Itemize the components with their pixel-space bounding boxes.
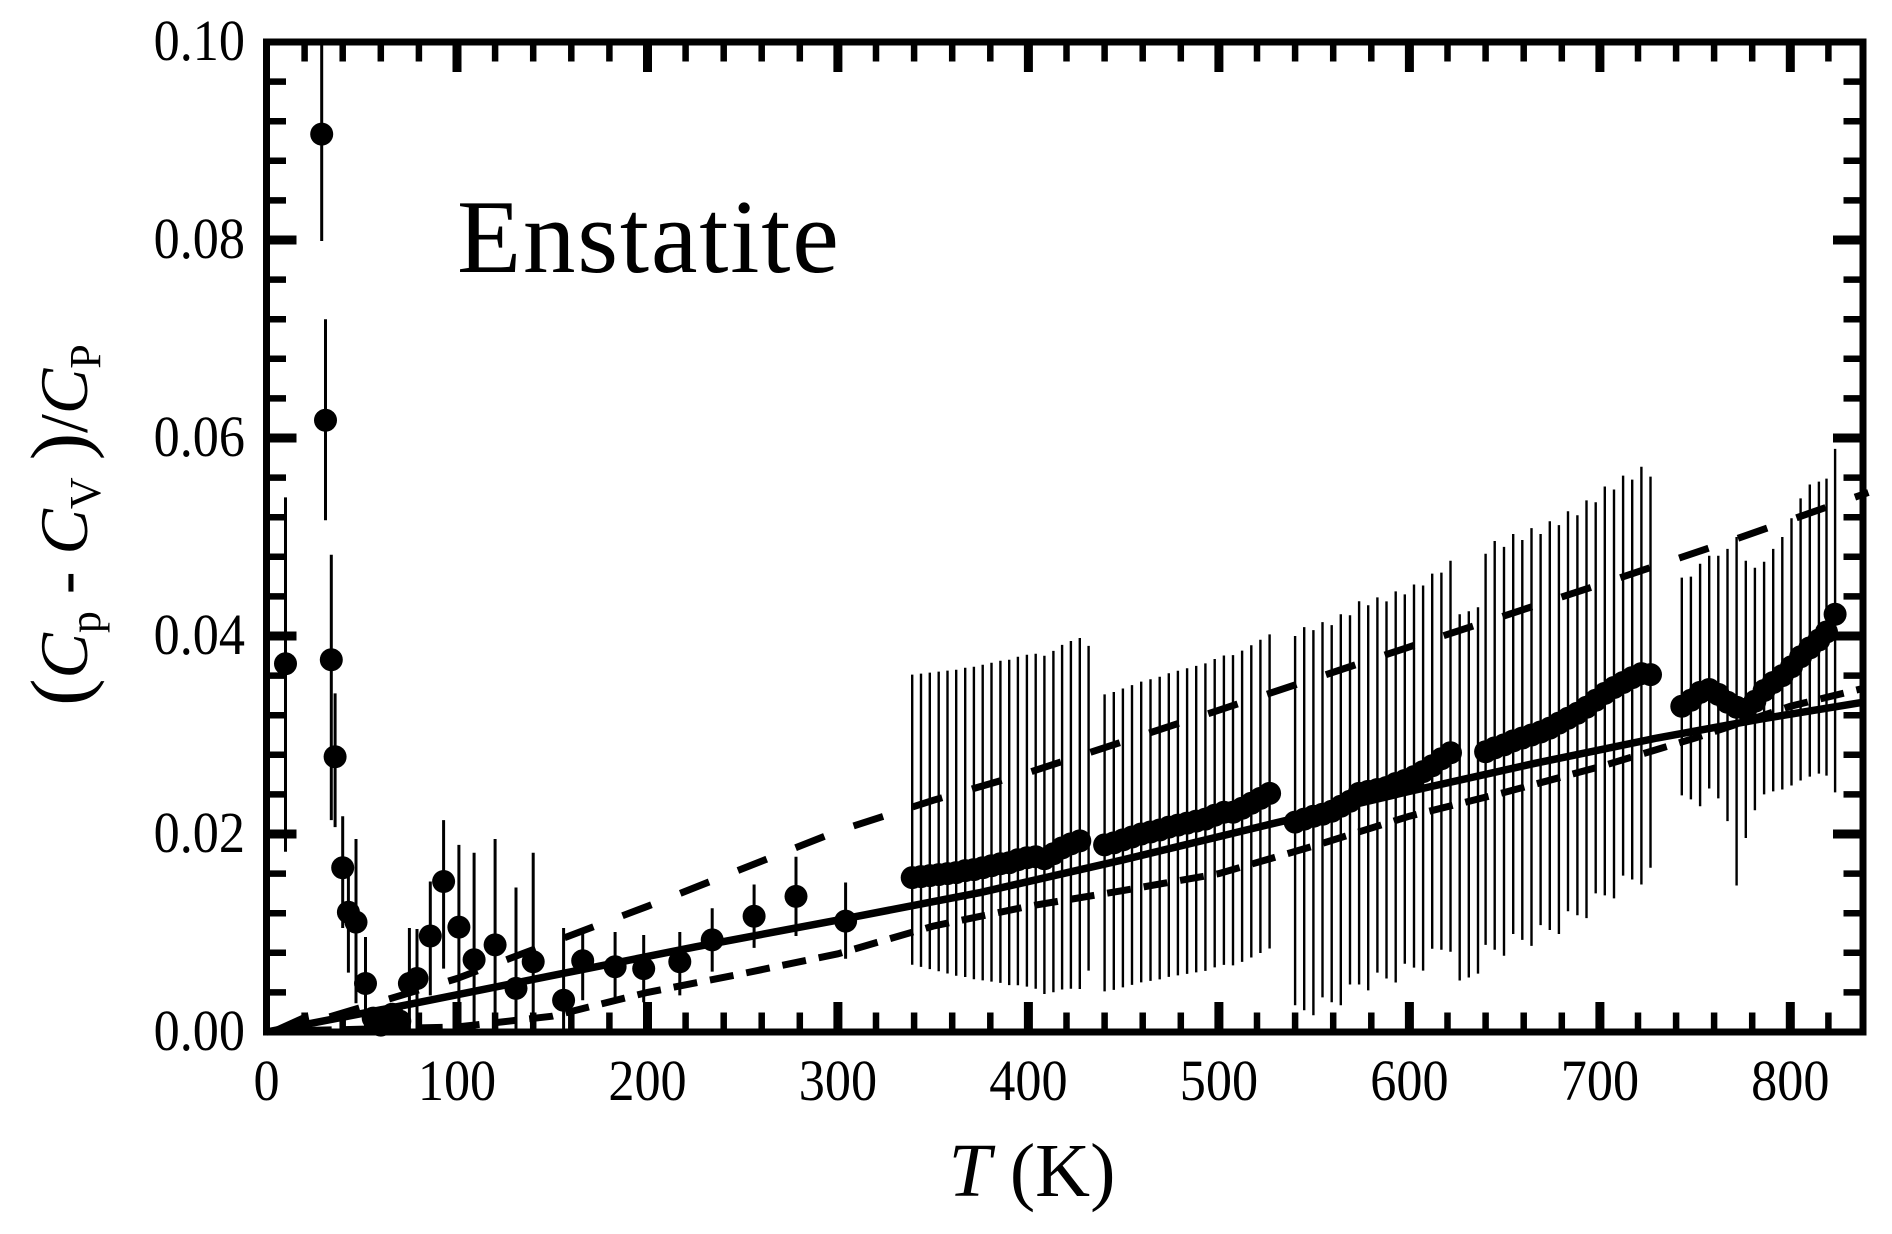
svg-text:500: 500 bbox=[1180, 1048, 1258, 1112]
svg-text:T (K): T (K) bbox=[949, 1129, 1116, 1213]
svg-text:(Cp - CV )/CP: (Cp - CV )/CP bbox=[14, 344, 110, 706]
svg-text:0.00: 0.00 bbox=[154, 998, 245, 1062]
svg-text:0.04: 0.04 bbox=[154, 602, 245, 666]
svg-text:400: 400 bbox=[989, 1048, 1067, 1112]
svg-text:700: 700 bbox=[1561, 1048, 1639, 1112]
svg-text:0.02: 0.02 bbox=[154, 800, 245, 864]
svg-text:100: 100 bbox=[418, 1048, 496, 1112]
svg-text:200: 200 bbox=[608, 1048, 686, 1112]
svg-text:800: 800 bbox=[1751, 1048, 1829, 1112]
svg-text:0: 0 bbox=[253, 1048, 279, 1112]
svg-text:600: 600 bbox=[1370, 1048, 1448, 1112]
svg-text:Enstatite: Enstatite bbox=[457, 178, 841, 295]
svg-text:0.06: 0.06 bbox=[154, 404, 245, 468]
svg-text:300: 300 bbox=[799, 1048, 877, 1112]
svg-text:0.10: 0.10 bbox=[154, 8, 245, 72]
svg-text:0.08: 0.08 bbox=[154, 206, 245, 270]
